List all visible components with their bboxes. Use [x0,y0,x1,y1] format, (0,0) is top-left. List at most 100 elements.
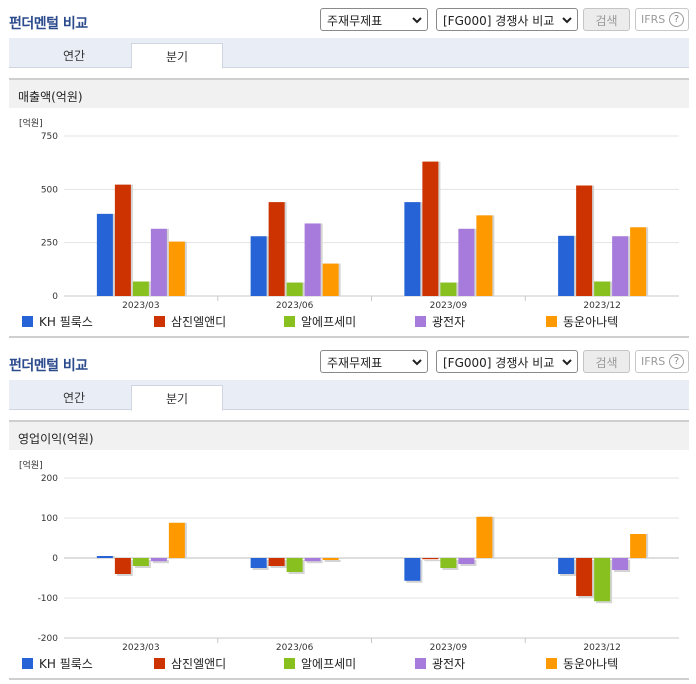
search-button[interactable]: 검색 [583,350,630,373]
section-header: 펀더멘털 비교 주재무제표 [FG000] 경쟁사 비교 검색 IFRS ? [0,0,696,38]
bar-shadow [424,560,441,562]
period-tabs: 연간 분기 [9,380,689,411]
period-tabs: 연간 분기 [9,38,689,69]
bar[interactable] [440,282,457,296]
bar[interactable] [304,558,321,562]
bar[interactable] [594,281,611,296]
unit-label: [억원] [19,117,43,129]
legend-swatch [22,658,33,669]
bar[interactable] [422,161,439,296]
legend-item[interactable]: 광전자 [415,313,465,330]
metric-header: 매출액(억원) [9,78,689,108]
bar[interactable] [114,558,131,574]
section-header: 펀더멘털 비교 주재무제표 [FG000] 경쟁사 비교 검색 IFRS ? [0,342,696,380]
legend-swatch [154,658,165,669]
bar[interactable] [114,184,131,296]
tab-quarter[interactable]: 분기 [131,43,223,69]
x-tick-label: 2023/06 [276,643,314,653]
metric-header: 영업이익(억원) [9,420,689,450]
compare-select[interactable]: [FG000] 경쟁사 비교 [436,350,578,373]
bar-shadow [324,560,341,562]
statement-select[interactable]: 주재무제표 [320,350,428,373]
legend-swatch [22,316,33,327]
revenue-chart-svg: [억원] 0 250 500 750 2023/03 2023/06 2023/09 2023/… [19,117,679,311]
bar[interactable] [268,202,285,296]
bar[interactable] [458,558,475,564]
bar[interactable] [594,558,611,602]
y-tick-label: -100 [38,594,59,604]
bar[interactable] [558,235,575,296]
bar[interactable] [558,558,575,574]
x-tick-label: 2023/09 [430,643,468,653]
section-title: 펀더멘털 비교 [9,16,88,32]
statement-select[interactable]: 주재무제표 [320,8,428,31]
bar[interactable] [404,558,421,581]
bar[interactable] [286,558,303,572]
legend-label: 동운아나텍 [563,657,619,671]
bar[interactable] [630,534,647,558]
bar[interactable] [96,213,113,296]
help-icon[interactable]: ? [669,12,684,27]
bar[interactable] [476,516,493,558]
bar[interactable] [304,223,321,296]
divider [9,336,689,338]
chart-legend: KH 필룩스 삼진엘앤디 알에프세미 광전자 동운아나텍 [22,313,662,329]
legend-swatch [284,316,295,327]
bar[interactable] [422,558,439,560]
legend-item[interactable]: 알에프세미 [284,313,356,330]
y-tick-label: 500 [41,185,58,195]
compare-select[interactable]: [FG000] 경쟁사 비교 [436,8,578,31]
bar[interactable] [476,215,493,296]
bar[interactable] [150,228,167,296]
ifrs-button[interactable]: IFRS ? [635,350,689,373]
search-button[interactable]: 검색 [583,8,630,31]
legend-label: 알에프세미 [301,657,357,671]
tab-quarter[interactable]: 분기 [131,385,223,411]
legend-item[interactable]: 광전자 [415,655,465,672]
legend-label: 광전자 [432,315,466,329]
chevron-down-icon [412,17,422,24]
legend-item[interactable]: 동운아나텍 [546,313,618,330]
bar[interactable] [168,522,185,558]
bar[interactable] [322,558,339,560]
bar[interactable] [132,558,149,566]
legend-item[interactable]: KH 필룩스 [22,313,93,330]
legend-item[interactable]: 알에프세미 [284,655,356,672]
bar[interactable] [612,236,629,296]
bar[interactable] [576,558,593,596]
statement-select-value: 주재무제표 [327,356,383,370]
help-icon[interactable]: ? [669,354,684,369]
y-tick-label: -200 [38,634,59,644]
bar[interactable] [404,202,421,296]
bar[interactable] [458,228,475,296]
tab-annual[interactable]: 연간 [62,49,86,63]
fundamental-section-revenue: 펀더멘털 비교 주재무제표 [FG000] 경쟁사 비교 검색 IFRS ? 연… [0,0,696,341]
x-tick-label: 2023/12 [583,643,620,653]
bar[interactable] [150,558,167,562]
operating-profit-chart-svg: [억원] -200 -100 0 100 200 2023/03 2023/06 2023/09… [19,459,679,653]
legend-label: KH 필룩스 [39,657,93,671]
bar[interactable] [250,558,267,568]
bar[interactable] [96,556,113,558]
y-tick-label: 250 [41,239,58,249]
x-tick-label: 2023/12 [583,301,620,311]
bar[interactable] [576,185,593,296]
bar[interactable] [168,241,185,296]
ifrs-label: IFRS [641,355,666,368]
bar[interactable] [630,227,647,296]
legend-item[interactable]: 삼진엘앤디 [154,313,226,330]
bar[interactable] [612,558,629,570]
bar[interactable] [440,558,457,568]
bar[interactable] [268,558,285,566]
legend-item[interactable]: 삼진엘앤디 [154,655,226,672]
legend-item[interactable]: 동운아나텍 [546,655,618,672]
chart-legend: KH 필룩스 삼진엘앤디 알에프세미 광전자 동운아나텍 [22,655,662,671]
bar[interactable] [286,282,303,296]
bar[interactable] [322,263,339,296]
legend-swatch [415,316,426,327]
tab-annual[interactable]: 연간 [62,391,86,405]
legend-item[interactable]: KH 필룩스 [22,655,93,672]
bar[interactable] [132,281,149,296]
ifrs-button[interactable]: IFRS ? [635,8,689,31]
bar[interactable] [250,236,267,296]
